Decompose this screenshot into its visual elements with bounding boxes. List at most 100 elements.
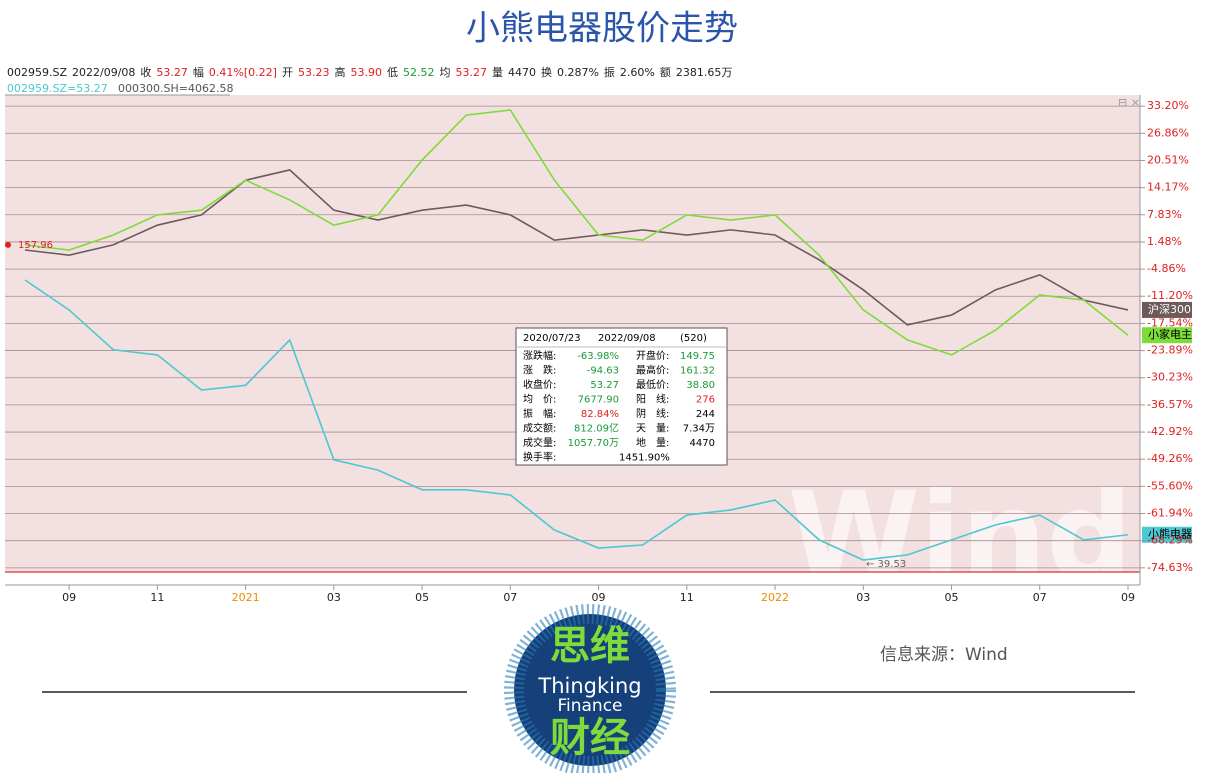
series-tag-label: 沪深300 bbox=[1148, 302, 1191, 316]
quote-value: 0.287% bbox=[557, 66, 599, 79]
quote-value: 52.52 bbox=[403, 66, 435, 79]
popup-label: 开盘价: bbox=[636, 349, 669, 362]
quote-label: 量 bbox=[492, 66, 503, 79]
series-tag-label: 小熊电器 bbox=[1148, 527, 1192, 541]
series-tag-label: 小家电主 bbox=[1148, 327, 1192, 341]
quote-label: 低 bbox=[387, 66, 398, 79]
logo-mid: Thingking bbox=[537, 674, 641, 698]
popup-value: 149.75 bbox=[680, 351, 715, 362]
popup-label: 最高价: bbox=[636, 364, 669, 377]
quote-value: 0.41%[0.22] bbox=[209, 66, 277, 79]
logo-mid: Finance bbox=[557, 696, 622, 716]
popup-value: 161.32 bbox=[680, 366, 715, 377]
quote-label: 换 bbox=[541, 65, 552, 79]
x-tick-label: 03 bbox=[327, 591, 341, 604]
y-tick-label: -36.57% bbox=[1147, 398, 1193, 411]
legend-header: 000300.SH=4062.58 bbox=[118, 82, 233, 95]
y-tick-label: 33.20% bbox=[1147, 99, 1189, 112]
window-icons[interactable]: ⊟ × bbox=[1118, 96, 1140, 109]
popup-value: 1451.90% bbox=[619, 453, 670, 464]
y-tick-label: -49.26% bbox=[1147, 452, 1193, 465]
popup-value: 244 bbox=[696, 409, 715, 420]
popup-value: 7677.90 bbox=[578, 395, 619, 406]
quote-label: 高 bbox=[334, 65, 345, 79]
popup-label: 收盘价: bbox=[523, 378, 556, 391]
y-tick-label: 20.51% bbox=[1147, 153, 1189, 166]
popup-value: -63.98% bbox=[577, 351, 619, 362]
series-tag bbox=[1142, 327, 1192, 344]
popup-date: 2020/07/23 bbox=[523, 333, 581, 344]
popup-label: 地 量: bbox=[636, 436, 669, 449]
popup-label: 阳 线: bbox=[636, 393, 669, 406]
quote-label: 额 bbox=[660, 66, 671, 79]
legend-header: 002959.SZ=53.27 bbox=[7, 82, 108, 95]
popup-label: 涨 跌: bbox=[523, 364, 556, 377]
popup-value: 53.27 bbox=[590, 380, 619, 391]
annotation: 157.96 bbox=[18, 240, 53, 251]
y-tick-label: -74.63% bbox=[1147, 561, 1193, 574]
y-tick-label: -11.20% bbox=[1147, 289, 1193, 302]
annotation: ← 39.53 bbox=[866, 559, 906, 570]
start-marker bbox=[5, 241, 11, 248]
x-tick-label: 05 bbox=[945, 591, 959, 604]
popup-label: 阴 线: bbox=[636, 407, 669, 420]
y-tick-label: -30.23% bbox=[1147, 371, 1193, 384]
popup-value: 82.84% bbox=[581, 409, 619, 420]
quote-label: 幅 bbox=[193, 66, 204, 79]
y-tick-label: -17.54% bbox=[1147, 316, 1193, 329]
quote-label: 收 bbox=[140, 65, 151, 79]
quote-label: 振 bbox=[604, 65, 615, 79]
popup-box bbox=[515, 327, 728, 466]
y-tick-label: 1.48% bbox=[1147, 235, 1182, 248]
popup-label: 振 幅: bbox=[523, 407, 556, 420]
y-tick-label: 7.83% bbox=[1147, 208, 1182, 221]
logo-circle bbox=[514, 614, 666, 766]
quote-value: 53.23 bbox=[298, 66, 330, 79]
quote-label: 开 bbox=[282, 66, 293, 79]
quote-code: 002959.SZ bbox=[7, 66, 67, 79]
quote-value: 53.90 bbox=[350, 66, 382, 79]
y-tick-label: -61.94% bbox=[1147, 507, 1193, 520]
x-tick-label: 09 bbox=[62, 591, 76, 604]
page-title: 小熊电器股价走势 bbox=[466, 9, 738, 49]
popup-label: 成交量: bbox=[523, 436, 556, 449]
y-tick-label: -42.92% bbox=[1147, 425, 1193, 438]
popup-value: 7.34万 bbox=[683, 424, 715, 435]
x-tick-label: 11 bbox=[150, 591, 164, 604]
popup-value: 1057.70万 bbox=[568, 438, 619, 449]
source: 信息来源：Wind bbox=[880, 645, 1008, 665]
popup-date: 2022/09/08 bbox=[598, 333, 656, 344]
popup-value: -94.63 bbox=[587, 366, 619, 377]
footer: 思维 Thingking Finance 财经 信息来源：Wind bbox=[42, 604, 1135, 773]
y-tick-label: -68.29% bbox=[1147, 534, 1193, 547]
popup-label: 最低价: bbox=[636, 378, 669, 391]
series-line bbox=[24, 109, 1129, 356]
x-tick-label: 09 bbox=[592, 591, 606, 604]
y-tick-label: -23.89% bbox=[1147, 344, 1193, 357]
popup-value: 276 bbox=[696, 395, 715, 406]
series-line bbox=[24, 169, 1129, 326]
series-line bbox=[24, 279, 1129, 561]
popup-count: (520) bbox=[680, 333, 707, 344]
x-tick-label: 05 bbox=[415, 591, 429, 604]
x-tick-label: 2021 bbox=[232, 591, 260, 604]
quote-value: 2.60% bbox=[620, 66, 655, 79]
series-tag bbox=[1142, 526, 1192, 543]
popup-label: 换手率: bbox=[523, 451, 556, 464]
popup-label: 均 价: bbox=[523, 394, 556, 406]
x-tick-label: 2022 bbox=[761, 591, 789, 604]
logo-rays bbox=[504, 604, 676, 773]
logo-bottom: 财经 bbox=[550, 715, 630, 761]
y-tick-label: 26.86% bbox=[1147, 126, 1189, 139]
quote-label: 均 bbox=[439, 66, 450, 79]
popup-value: 4470 bbox=[690, 438, 715, 449]
popup-label: 涨跌幅: bbox=[523, 349, 556, 362]
x-tick-label: 03 bbox=[856, 591, 870, 604]
quote-value: 4470 bbox=[508, 66, 536, 79]
y-tick-label: 14.17% bbox=[1147, 181, 1189, 194]
quote-value: 53.27 bbox=[156, 66, 188, 79]
popup-value: 812.09亿 bbox=[574, 422, 619, 435]
popup-label: 天 量: bbox=[636, 423, 669, 435]
x-tick-label: 07 bbox=[1033, 591, 1047, 604]
